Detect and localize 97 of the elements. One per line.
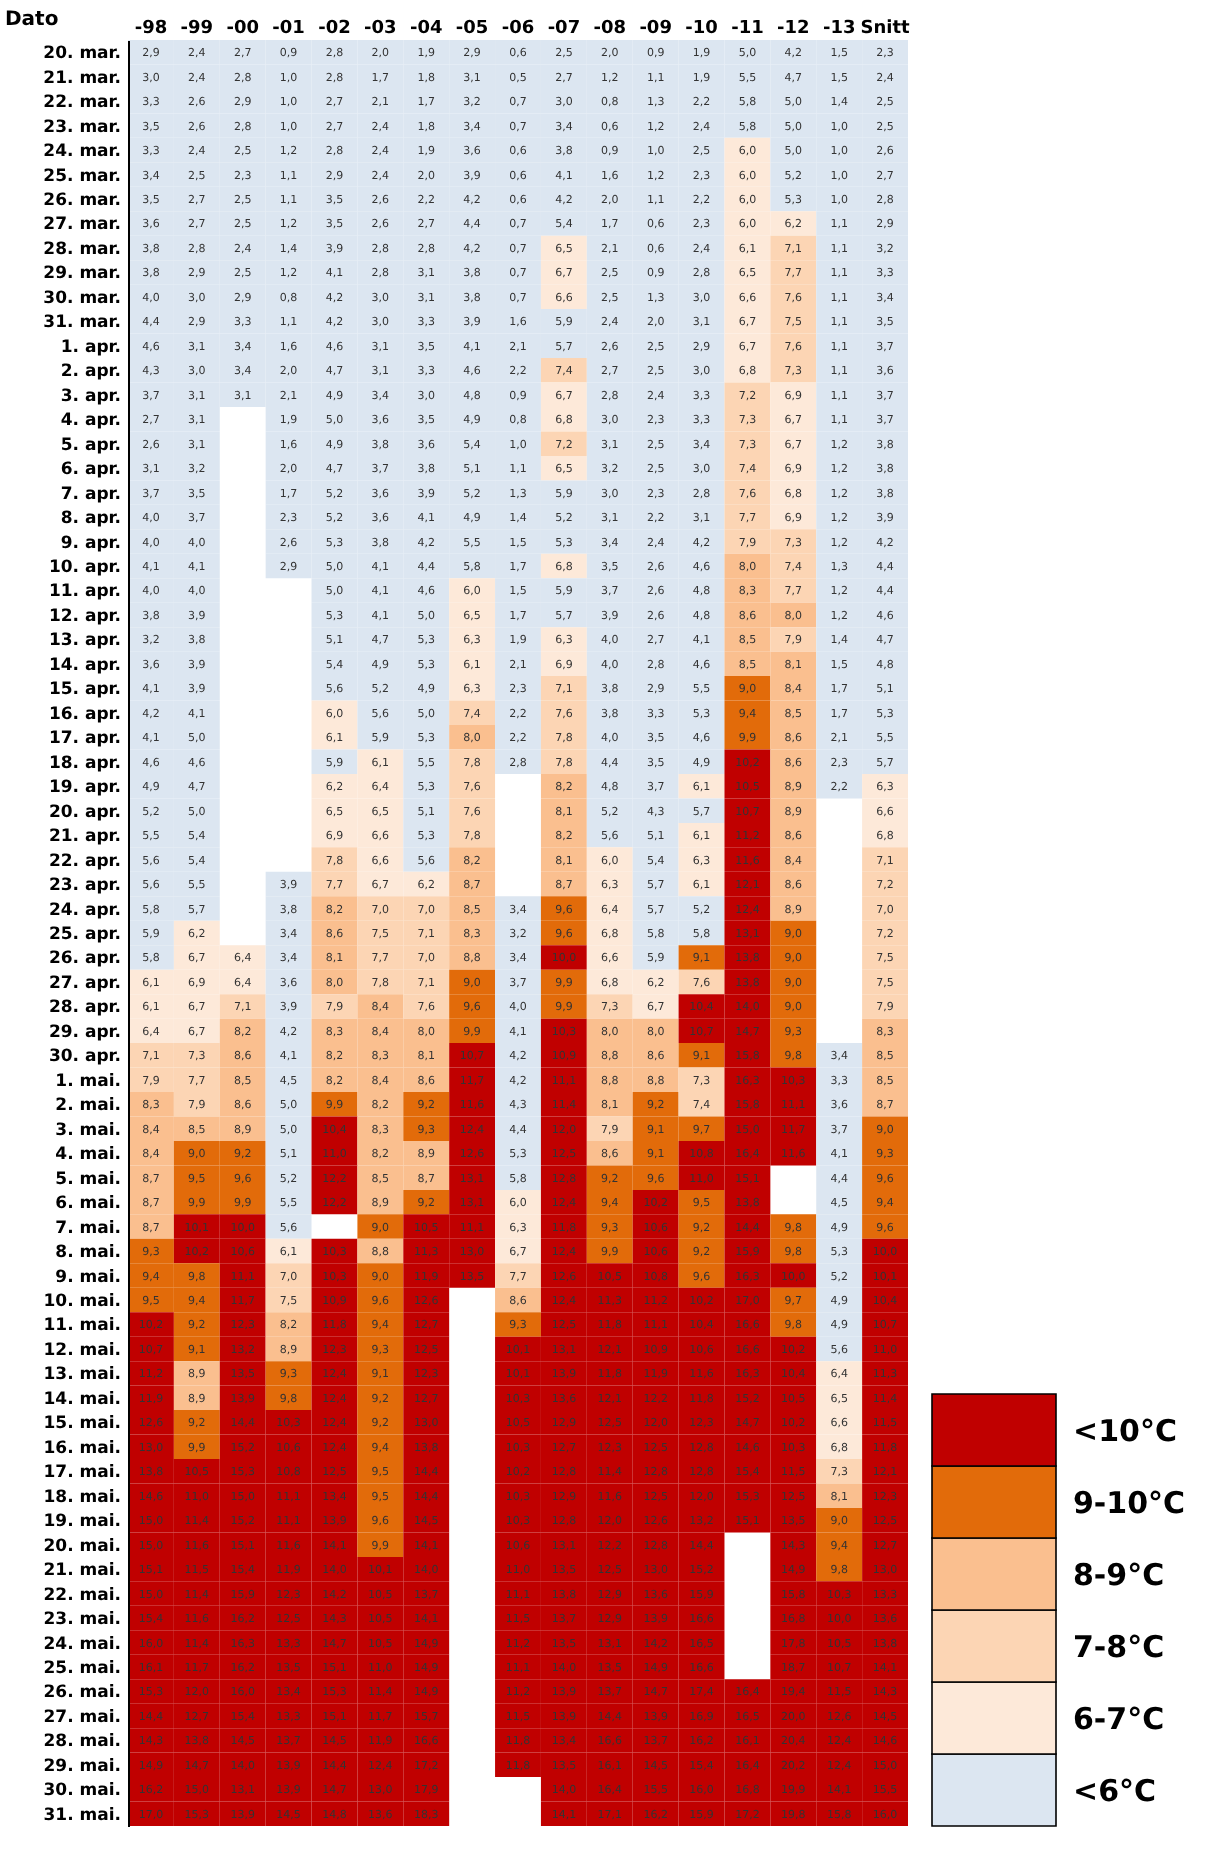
- y-tick-label: 25. mar.: [43, 166, 121, 187]
- y-tick-label: 24. apr.: [48, 900, 121, 921]
- y-tick-label: 20. mai.: [43, 1536, 121, 1557]
- y-tick-label: 6. apr.: [60, 460, 121, 481]
- y-tick-label: 18. apr.: [48, 753, 121, 774]
- y-tick-label: 22. apr.: [48, 851, 121, 872]
- x-tick-label: -00: [226, 19, 259, 39]
- y-tick-label: 15. apr.: [48, 680, 121, 701]
- y-tick-label: 23. mar.: [43, 117, 121, 138]
- y-tick-label: 4. apr.: [60, 411, 121, 432]
- y-tick-label: 3. mai.: [55, 1120, 121, 1141]
- x-tick-label: -03: [364, 19, 397, 39]
- y-tick-label: 11. apr.: [48, 582, 121, 603]
- y-axis-title: Dato: [5, 9, 59, 31]
- y-tick-label: 21. mar.: [43, 68, 121, 89]
- x-tick-label: -07: [547, 19, 581, 39]
- y-tick-label: 26. mai.: [43, 1683, 121, 1704]
- color-bar-label: <6°C: [1073, 1773, 1157, 1809]
- y-tick-label: 26. mar.: [43, 191, 121, 212]
- y-tick-label: 19. apr.: [48, 778, 121, 799]
- y-tick-label: 22. mai.: [43, 1585, 121, 1606]
- y-tick-label: 16. apr.: [48, 704, 121, 725]
- y-tick-label: 27. mar.: [43, 215, 121, 236]
- y-tick-label: 25. apr.: [48, 925, 121, 945]
- y-tick-label: 27. mai.: [43, 1707, 121, 1728]
- y-tick-label: 7. mai.: [55, 1218, 121, 1239]
- x-tick-label: -13: [822, 19, 856, 39]
- y-tick-label: 20. apr.: [48, 802, 121, 823]
- x-tick-label: -10: [685, 19, 718, 39]
- y-tick-label: 12. apr.: [48, 606, 121, 627]
- y-tick-label: 1. mai.: [55, 1071, 121, 1092]
- y-tick-label: 29. mai.: [43, 1756, 121, 1777]
- y-tick-label: 5. mai.: [55, 1169, 121, 1190]
- y-tick-label: 29. mar.: [43, 264, 121, 285]
- y-tick-label: 2. mai.: [55, 1096, 121, 1117]
- x-tick-label: -06: [501, 19, 535, 39]
- y-tick-label: 9. mai.: [55, 1267, 121, 1288]
- y-tick-label: 8. apr.: [60, 509, 121, 530]
- y-tick-label: 7. apr.: [60, 484, 121, 505]
- y-tick-label: 21. apr.: [48, 827, 121, 848]
- color-bar-label: 8-9°C: [1073, 1557, 1165, 1593]
- x-tick-label: -99: [180, 19, 214, 39]
- y-tick-label: 2. apr.: [60, 362, 121, 383]
- y-tick-label: 10. apr.: [48, 558, 121, 579]
- y-tick-label: 17. apr.: [48, 729, 121, 750]
- y-tick-label: 3. apr.: [60, 386, 121, 407]
- y-tick-label: 31. mar.: [43, 313, 121, 334]
- y-tick-label: 12. mai.: [43, 1340, 121, 1361]
- y-tick-label: 23. mai.: [43, 1610, 121, 1631]
- y-tick-label: 26. apr.: [48, 949, 121, 970]
- y-tick-label: 30. apr.: [48, 1047, 121, 1068]
- y-tick-label: 14. apr.: [48, 655, 121, 676]
- y-tick-label: 14. mai.: [43, 1389, 121, 1410]
- y-tick-label: 9. apr.: [60, 533, 121, 554]
- y-tick-label: 28. mar.: [43, 239, 121, 260]
- y-tick-label: 1. apr.: [60, 337, 121, 358]
- y-tick-label: 15. mai.: [43, 1414, 121, 1435]
- y-tick-label: 8. mai.: [55, 1243, 121, 1264]
- y-tick-label: 19. mai.: [43, 1512, 121, 1533]
- y-tick-label: 11. mai.: [43, 1316, 121, 1337]
- y-tick-label: 20. mar.: [43, 44, 121, 65]
- y-tick-label: 21. mai.: [43, 1561, 121, 1582]
- x-tick-label: -04: [409, 19, 443, 39]
- y-tick-label: 30. mai.: [43, 1781, 121, 1802]
- x-tick-label: -02: [318, 19, 351, 39]
- y-tick-label: 6. mai.: [55, 1194, 121, 1215]
- y-tick-label: 28. apr.: [48, 998, 121, 1019]
- y-tick-label: 27. apr.: [48, 973, 121, 994]
- y-tick-label: 10. mai.: [43, 1291, 121, 1312]
- x-tick-label: -01: [272, 19, 305, 39]
- y-tick-label: 13. apr.: [48, 631, 121, 652]
- y-tick-label: 25. mai.: [43, 1658, 121, 1679]
- y-tick-label: 5. apr.: [60, 435, 121, 456]
- x-tick-label: Snitt: [860, 19, 912, 39]
- y-tick-label: 28. mai.: [43, 1732, 121, 1753]
- y-tick-label: 18. mai.: [43, 1487, 121, 1508]
- x-tick-label: -98: [134, 19, 168, 39]
- y-tick-label: 24. mai.: [43, 1634, 121, 1655]
- y-tick-label: 30. mar.: [43, 288, 121, 309]
- color-bar-label: <10°C: [1073, 1413, 1177, 1449]
- y-tick-label: 31. mai.: [43, 1805, 121, 1826]
- x-tick-label: -11: [731, 19, 764, 39]
- x-tick-label: -08: [593, 19, 627, 39]
- color-bar-label: 7-8°C: [1073, 1629, 1165, 1665]
- color-bar-label: 6-7°C: [1073, 1701, 1165, 1737]
- y-tick-label: 22. mar.: [43, 93, 121, 114]
- x-tick-label: -05: [455, 19, 489, 39]
- y-tick-label: 17. mai.: [43, 1463, 121, 1484]
- y-tick-label: 4. mai.: [55, 1145, 121, 1166]
- y-tick-label: 29. apr.: [48, 1022, 121, 1043]
- x-tick-label: -09: [639, 19, 672, 39]
- y-tick-label: 13. mai.: [43, 1365, 121, 1386]
- y-tick-label: 24. mar.: [43, 142, 121, 163]
- x-tick-label: -12: [777, 19, 810, 39]
- color-bar-label: 9-10°C: [1073, 1485, 1186, 1521]
- y-tick-label: 23. apr.: [48, 876, 121, 897]
- y-tick-label: 16. mai.: [43, 1438, 121, 1459]
